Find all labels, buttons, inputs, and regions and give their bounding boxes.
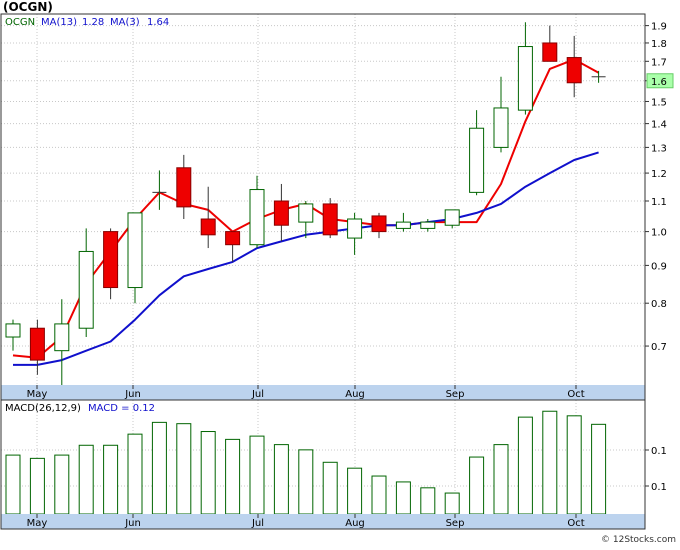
price-month-label: May	[27, 389, 48, 400]
price-y-tick-label: 1.3	[651, 143, 667, 154]
macd-bar	[493, 444, 509, 515]
candle-down	[542, 42, 558, 62]
candle-down	[103, 231, 119, 289]
ticker-title: (OCGN)	[3, 0, 53, 14]
macd-month-axis: May Jun Jul Aug Sep Oct	[1, 514, 645, 529]
macd-y-tick-label: 0.1	[651, 446, 667, 457]
candle-down	[176, 167, 192, 208]
price-y-tick-label: 1.9	[651, 22, 667, 33]
macd-bar	[151, 421, 167, 515]
last-price-box	[646, 73, 674, 89]
price-month-label: Sep	[446, 389, 465, 400]
price-y-tick-label: 1.0	[651, 228, 667, 239]
macd-month-label: Jun	[124, 518, 141, 529]
macd-panel-frame	[0, 399, 646, 530]
macd-bar	[298, 449, 314, 515]
price-y-tick-label: 1.7	[651, 57, 667, 68]
macd-y-axis: 0.1 0.1	[645, 446, 667, 493]
candle-up	[395, 221, 411, 229]
candle-up	[249, 189, 265, 246]
macd-bar	[127, 433, 143, 515]
macd-value-label: MACD = 0.12	[88, 403, 155, 414]
candle-up	[493, 107, 509, 148]
candle-up	[54, 323, 70, 352]
candle-up	[5, 323, 21, 338]
macd-month-label: Oct	[567, 518, 584, 529]
macd-bar	[225, 438, 241, 515]
price-y-tick-label: 1.8	[651, 39, 667, 50]
macd-bar	[420, 487, 436, 515]
macd-bar	[591, 423, 607, 515]
price-y-tick-label: 1.1	[651, 197, 667, 208]
legend-ma13-value: 1.28	[82, 17, 104, 28]
candle-down	[371, 215, 387, 233]
macd-month-background	[1, 514, 645, 529]
macd-bar	[469, 456, 485, 515]
price-month-label: Jul	[251, 389, 264, 400]
macd-bar	[566, 415, 582, 515]
price-y-tick-label: 1.5	[651, 97, 667, 108]
candle-down	[29, 327, 45, 361]
legend-ma3-value: 1.64	[147, 17, 169, 28]
macd-bar	[395, 481, 411, 515]
macd-bar	[249, 435, 265, 515]
candle-down	[225, 231, 241, 246]
price-y-tick-label: 0.8	[651, 299, 667, 310]
macd-bar	[54, 454, 70, 515]
macd-bar	[273, 444, 289, 515]
macd-month-label: Jul	[251, 518, 264, 529]
macd-bar	[444, 492, 460, 515]
macd-bar	[5, 454, 21, 515]
macd-y-tick-label: 0.1	[651, 482, 667, 493]
candle-up	[298, 203, 314, 223]
candle-up	[517, 46, 533, 111]
legend-ma13-label: MA(13)	[41, 17, 77, 28]
candle-down	[273, 200, 289, 226]
macd-bar	[78, 444, 94, 515]
macd-bar	[103, 444, 119, 515]
price-candles	[5, 22, 606, 385]
price-y-axis: 0.70.80.91.01.11.21.31.41.51.61.71.81.91…	[645, 22, 674, 353]
macd-month-label: Sep	[446, 518, 465, 529]
last-price-label: 1.6	[651, 77, 667, 88]
candle-up	[347, 218, 363, 239]
price-month-axis: May Jun Jul Aug Sep Oct	[1, 385, 645, 400]
macd-label: MACD(26,12,9)	[5, 403, 81, 414]
macd-bar	[371, 475, 387, 515]
price-y-tick-label: 1.2	[651, 169, 667, 180]
price-y-tick-label: 0.9	[651, 261, 667, 272]
macd-bar	[542, 410, 558, 515]
macd-bars	[5, 410, 607, 515]
legend-ma3-label: MA(3)	[110, 17, 140, 28]
candle-up	[469, 127, 485, 193]
macd-bar	[29, 457, 45, 515]
candle-up	[78, 250, 94, 329]
price-month-label: Aug	[345, 389, 365, 400]
legend-symbol: OCGN	[5, 17, 35, 28]
macd-bar	[176, 423, 192, 515]
price-month-label: Jun	[124, 389, 141, 400]
price-month-label: Oct	[567, 389, 584, 400]
price-y-tick-label: 0.7	[651, 342, 667, 353]
candle-up	[444, 209, 460, 226]
macd-bar	[322, 461, 338, 515]
price-y-tick-label: 1.4	[651, 120, 667, 131]
candle-down	[322, 203, 338, 236]
macd-month-label: Aug	[345, 518, 365, 529]
candle-down	[566, 57, 582, 84]
price-month-background	[1, 385, 645, 400]
candle-up	[127, 212, 143, 289]
candle-up	[420, 221, 436, 229]
macd-bar	[200, 431, 216, 515]
candle-down	[200, 218, 216, 236]
macd-bar	[347, 467, 363, 515]
macd-bar	[517, 416, 533, 515]
watermark: © 12Stocks.com	[601, 535, 676, 545]
macd-month-label: May	[27, 518, 48, 529]
